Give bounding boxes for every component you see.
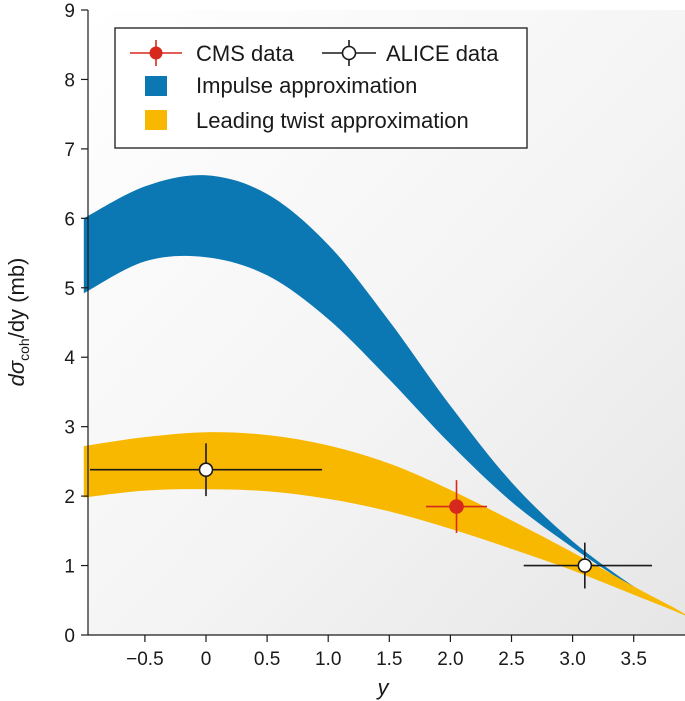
y-tick-label: 2 [64,487,75,508]
bands-group [83,175,685,616]
legend-frame [114,27,528,149]
y-tick-label: 3 [64,418,75,439]
x-tick-label: 2.5 [498,649,524,670]
data-points-group [89,443,653,589]
alice-data-point [577,558,593,573]
y-tick-label: 9 [64,1,75,22]
y-axis-label-main: dσ [4,360,29,386]
x-tick-label: 2.0 [437,649,463,670]
x-tick-label: 0 [201,649,212,670]
leading-twist-band [83,432,685,616]
x-tick-label: 0.5 [254,649,280,670]
x-tick-label: 3.5 [620,649,646,670]
axes-group: 0 1 2 3 4 5 6 7 8 9 −0.5 0 0.5 1.0 1.5 2.0 2.5 3.0 3.5 [64,1,685,670]
y-axis-label: dσcoh/dy (mb) [4,258,32,387]
legend-alice-label: ALICE data [386,41,499,66]
y-axis-label-suffix: /dy (mb) [4,258,29,339]
legend-impulse-label: Impulse approximation [196,73,417,98]
impulse-approximation-band [83,175,685,615]
legend-cms-marker [149,46,163,60]
cms-data-point [449,499,464,514]
y-tick-label: 8 [64,70,75,91]
legend-leading-twist-swatch [145,110,167,130]
legend-cms-label: CMS data [196,41,295,66]
legend-alice-marker [341,45,357,61]
y-tick-label: 4 [64,348,75,369]
x-tick-label: 1.0 [315,649,341,670]
legend-leading-twist-label: Leading twist approximation [196,108,469,133]
y-tick-label: 1 [64,557,75,578]
x-tick-label: −0.5 [126,649,164,670]
x-axis-label: y [376,675,391,700]
y-tick-label: 0 [64,626,75,647]
x-tick-label: 3.0 [559,649,585,670]
y-tick-label: 6 [64,209,75,230]
x-tick-label: 1.5 [376,649,402,670]
legend-impulse-swatch [145,76,167,96]
legend: CMS data ALICE data Impulse approximatio… [114,27,528,149]
y-axis-label-subscript: coh [16,338,32,361]
alice-data-point [198,462,214,478]
svg-text:dσcoh/dy (mb): dσcoh/dy (mb) [4,258,32,387]
y-tick-label: 7 [64,140,75,161]
y-tick-label: 5 [64,279,75,300]
